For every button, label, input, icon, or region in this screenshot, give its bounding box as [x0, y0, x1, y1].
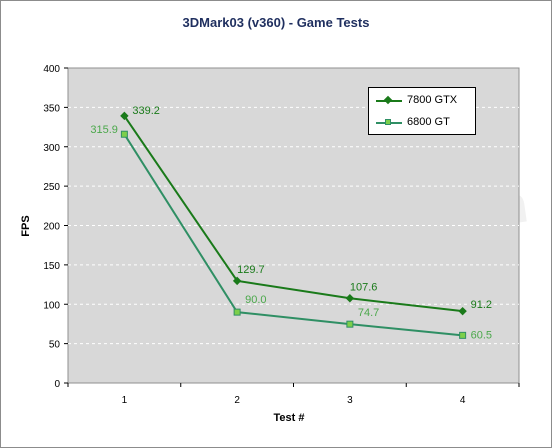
legend-label-6800-gt: 6800 GT — [407, 116, 450, 128]
data-label: 91.2 — [471, 299, 492, 311]
series-line-7800-gtx — [123, 115, 463, 313]
data-label: 107.6 — [350, 281, 378, 293]
series-line-6800-gt — [123, 133, 463, 337]
y-tick-label: 350 — [43, 103, 60, 114]
axis-ticks: 0 50 100 150 200 250 300 350 400 1 2 3 4 — [43, 64, 520, 406]
legend-marker-diamond-icon — [383, 95, 393, 105]
y-tick-label: 250 — [43, 182, 60, 193]
data-point-marker — [233, 308, 241, 316]
y-tick-label: 400 — [43, 64, 60, 75]
data-label: 129.7 — [237, 264, 265, 276]
series-layer: 315.9 90.0 74.7 60.5 339.2 129.7 107.6 91.2 — [90, 105, 492, 341]
y-tick-label: 0 — [54, 379, 60, 390]
y-tick-label: 100 — [43, 300, 60, 311]
chart-title: 3DMark03 (v360) - Game Tests — [182, 15, 370, 30]
data-label: 315.9 — [90, 124, 118, 136]
data-label: 339.2 — [132, 105, 160, 117]
x-tick-label: 4 — [460, 395, 466, 406]
x-tick-label: 2 — [234, 395, 240, 406]
data-point-marker — [120, 130, 128, 138]
legend-label-7800-gtx: 7800 GTX — [407, 94, 458, 106]
data-point-marker — [232, 276, 242, 286]
x-tick-label: 3 — [347, 395, 353, 406]
y-tick-label: 300 — [43, 143, 60, 154]
y-axis-label: FPS — [20, 215, 32, 237]
data-label: 60.5 — [471, 329, 492, 341]
legend-item-6800-gt: 6800 GT — [376, 116, 472, 130]
y-tick-label: 200 — [43, 222, 60, 233]
legend-marker-square-icon — [385, 119, 391, 125]
data-label: 90.0 — [245, 294, 266, 306]
y-tick-label: 50 — [49, 340, 61, 351]
y-tick-label: 150 — [43, 261, 60, 272]
data-point-marker — [120, 111, 129, 121]
x-tick-label: 1 — [122, 395, 128, 406]
x-axis-label: Test # — [273, 412, 305, 424]
data-point-marker — [345, 294, 355, 303]
data-point-marker — [459, 331, 467, 339]
data-point-marker — [346, 320, 354, 328]
data-point-marker — [458, 306, 467, 316]
legend: 7800 GTX 6800 GT — [368, 87, 476, 135]
legend-item-7800-gtx: 7800 GTX — [376, 94, 472, 108]
data-label: 74.7 — [358, 307, 379, 319]
